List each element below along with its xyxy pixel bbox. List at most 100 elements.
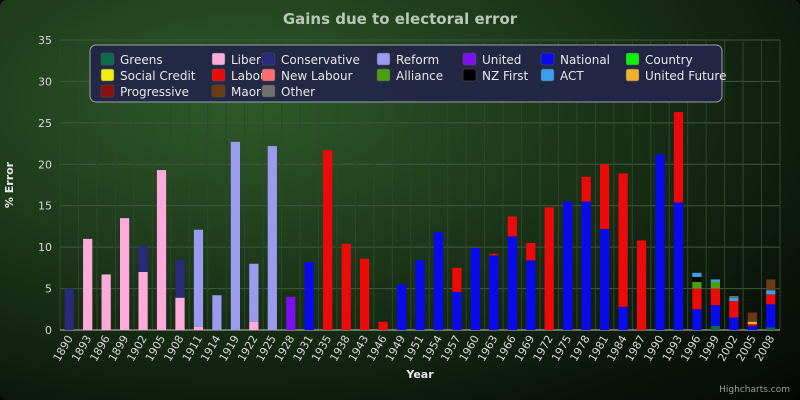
- legend-swatch[interactable]: [100, 84, 115, 98]
- bar-segment[interactable]: [526, 243, 536, 261]
- bar-segment[interactable]: [729, 297, 739, 301]
- bar-segment[interactable]: [673, 112, 684, 203]
- legend-swatch[interactable]: [625, 68, 640, 82]
- bar-segment[interactable]: [212, 295, 222, 330]
- legend-item-label[interactable]: Conservative: [281, 53, 360, 67]
- bar-segment[interactable]: [692, 309, 702, 330]
- legend-swatch[interactable]: [261, 68, 276, 82]
- legend-item-label[interactable]: Social Credit: [120, 69, 196, 83]
- bar-segment[interactable]: [600, 164, 610, 229]
- bar-segment[interactable]: [692, 281, 702, 289]
- legend-item-label[interactable]: National: [560, 53, 610, 67]
- bar-segment[interactable]: [452, 267, 462, 292]
- bar-segment[interactable]: [120, 218, 130, 330]
- legend-item-label[interactable]: Liberal: [231, 53, 272, 67]
- legend-swatch[interactable]: [462, 52, 477, 66]
- legend-item-label[interactable]: Greens: [120, 53, 163, 67]
- legend-item-label[interactable]: Country: [645, 53, 693, 67]
- bar-segment[interactable]: [452, 291, 462, 330]
- legend-swatch[interactable]: [211, 68, 226, 82]
- bar-segment[interactable]: [581, 176, 591, 202]
- legend-item-label[interactable]: Progressive: [120, 85, 189, 99]
- legend-item-label[interactable]: ACT: [560, 69, 584, 83]
- bar-segment[interactable]: [489, 255, 499, 330]
- bar-segment[interactable]: [433, 232, 444, 330]
- bar-segment[interactable]: [766, 279, 776, 291]
- legend-swatch[interactable]: [376, 68, 391, 82]
- bar-segment[interactable]: [766, 294, 776, 305]
- legend-swatch[interactable]: [100, 52, 115, 66]
- bar-segment[interactable]: [729, 317, 739, 330]
- bar-segment[interactable]: [673, 202, 684, 330]
- legend-swatch[interactable]: [261, 52, 276, 66]
- credits-link[interactable]: Highcharts.com: [719, 385, 790, 395]
- bar-segment[interactable]: [267, 146, 277, 330]
- bar-segment[interactable]: [396, 284, 407, 330]
- bar-segment[interactable]: [470, 247, 480, 330]
- bar-segment[interactable]: [729, 296, 739, 298]
- bar-segment[interactable]: [323, 150, 333, 330]
- legend-swatch[interactable]: [462, 68, 477, 82]
- bar-segment[interactable]: [526, 260, 536, 330]
- bar-segment[interactable]: [193, 229, 204, 327]
- bar-segment[interactable]: [636, 240, 647, 330]
- legend-item-label[interactable]: United: [482, 53, 521, 67]
- bar-segment[interactable]: [138, 272, 148, 330]
- legend-item-label[interactable]: United Future: [645, 69, 726, 83]
- bar-segment[interactable]: [747, 321, 757, 325]
- bar-segment[interactable]: [138, 245, 148, 272]
- bar-segment[interactable]: [360, 258, 370, 330]
- bar-segment[interactable]: [83, 238, 93, 330]
- legend-item-label[interactable]: Reform: [396, 53, 439, 67]
- bar-segment[interactable]: [766, 327, 776, 330]
- bar-segment[interactable]: [175, 297, 185, 330]
- bar-segment[interactable]: [692, 288, 702, 310]
- bar-segment[interactable]: [156, 170, 167, 330]
- legend-swatch[interactable]: [261, 84, 276, 98]
- bar-segment[interactable]: [747, 324, 757, 326]
- legend-swatch[interactable]: [540, 52, 555, 66]
- bar-segment[interactable]: [341, 243, 351, 330]
- bar-segment[interactable]: [489, 253, 499, 256]
- legend-item-label[interactable]: Alliance: [396, 69, 443, 83]
- legend-swatch[interactable]: [211, 52, 226, 66]
- bar-segment[interactable]: [747, 325, 757, 330]
- bar-segment[interactable]: [249, 263, 259, 322]
- bar-segment[interactable]: [729, 301, 739, 318]
- legend-item-label[interactable]: NZ First: [482, 69, 529, 83]
- bar-segment[interactable]: [415, 260, 425, 330]
- legend-swatch[interactable]: [376, 52, 391, 66]
- bar-segment[interactable]: [249, 321, 259, 330]
- legend-item-label[interactable]: Other: [281, 85, 315, 99]
- bar-segment[interactable]: [766, 290, 776, 295]
- legend-item-label[interactable]: Maori: [231, 85, 264, 99]
- bar-segment[interactable]: [507, 236, 517, 330]
- legend-swatch[interactable]: [540, 68, 555, 82]
- bar-segment[interactable]: [544, 207, 554, 330]
- bar-segment[interactable]: [710, 305, 720, 326]
- bar-segment[interactable]: [655, 154, 665, 330]
- legend-swatch[interactable]: [625, 52, 640, 66]
- bar-segment[interactable]: [507, 216, 517, 237]
- bar-segment[interactable]: [175, 259, 185, 298]
- bar-segment[interactable]: [710, 325, 720, 330]
- legend-swatch[interactable]: [100, 68, 115, 82]
- legend-swatch[interactable]: [211, 84, 226, 98]
- bar-segment[interactable]: [563, 201, 573, 330]
- bar-segment[interactable]: [710, 279, 720, 282]
- bar-segment[interactable]: [618, 173, 628, 307]
- bar-segment[interactable]: [710, 288, 720, 306]
- bar-segment[interactable]: [304, 262, 314, 330]
- bar-segment[interactable]: [747, 312, 757, 322]
- bar-segment[interactable]: [618, 306, 628, 330]
- bar-segment[interactable]: [101, 274, 111, 330]
- bar-segment[interactable]: [378, 321, 388, 330]
- bar-segment[interactable]: [193, 326, 204, 330]
- bar-segment[interactable]: [64, 288, 74, 330]
- bar-segment[interactable]: [286, 296, 296, 330]
- bar-segment[interactable]: [692, 272, 702, 277]
- bar-segment[interactable]: [230, 141, 240, 330]
- bar-segment[interactable]: [692, 276, 702, 282]
- legend-item-label[interactable]: New Labour: [281, 69, 353, 83]
- bar-segment[interactable]: [710, 281, 720, 289]
